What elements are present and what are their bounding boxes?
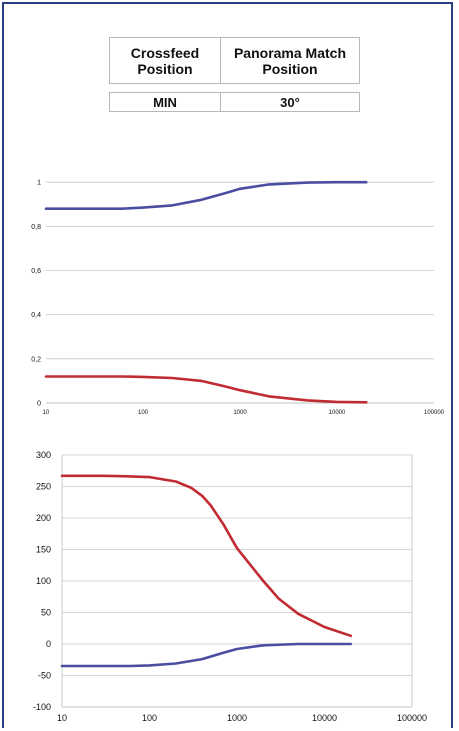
crossfeed-position-header: Crossfeed Position xyxy=(110,38,221,83)
x-tick-label: 1000 xyxy=(233,410,247,416)
y-tick-label: 0,2 xyxy=(31,356,41,363)
crossfeed-value: MIN xyxy=(110,93,221,111)
y-tick-label: 100 xyxy=(36,576,51,586)
series-line-red xyxy=(44,375,368,404)
crossfeed-header-line1: Crossfeed xyxy=(130,44,200,61)
y-tick-label: 250 xyxy=(36,482,51,492)
x-tick-label: 10000 xyxy=(329,410,346,416)
x-tick-label: 10 xyxy=(57,713,67,723)
y-tick-label: 1 xyxy=(37,180,41,187)
x-tick-label: 1000 xyxy=(227,713,247,723)
settings-table-header: Crossfeed Position Panorama Match Position xyxy=(109,37,360,84)
x-tick-label: 100000 xyxy=(424,410,445,416)
y-tick-label: 300 xyxy=(36,450,51,460)
page-frame xyxy=(2,2,453,728)
y-tick-label: 50 xyxy=(41,608,51,618)
x-tick-label: 100000 xyxy=(397,713,427,723)
series-line-red xyxy=(60,474,353,638)
y-tick-label: 0,6 xyxy=(31,268,41,275)
panorama-match-position-header: Panorama Match Position xyxy=(221,38,359,83)
y-tick-label: 150 xyxy=(36,545,51,555)
x-tick-label: 100 xyxy=(138,410,149,416)
x-tick-label: 100 xyxy=(142,713,157,723)
x-tick-label: 10 xyxy=(43,410,50,416)
y-tick-label: 0,4 xyxy=(31,312,41,319)
y-tick-label: -50 xyxy=(38,671,51,681)
panorama-value: 30° xyxy=(280,94,300,110)
y-tick-label: 0 xyxy=(46,639,51,649)
panorama-header-line1: Panorama Match xyxy=(233,44,347,61)
y-tick-label: 200 xyxy=(36,513,51,523)
y-tick-label: -100 xyxy=(33,702,51,712)
panorama-header-line2: Position xyxy=(262,60,318,77)
series-line-blue xyxy=(44,180,368,210)
y-tick-label: 0 xyxy=(37,400,41,407)
settings-table-row: MIN 30° xyxy=(109,92,360,112)
y-tick-label: 0,8 xyxy=(31,224,41,231)
crossfeed-header-line2: Position xyxy=(137,60,193,77)
series-line-blue xyxy=(60,642,353,668)
x-tick-label: 10000 xyxy=(312,713,337,723)
